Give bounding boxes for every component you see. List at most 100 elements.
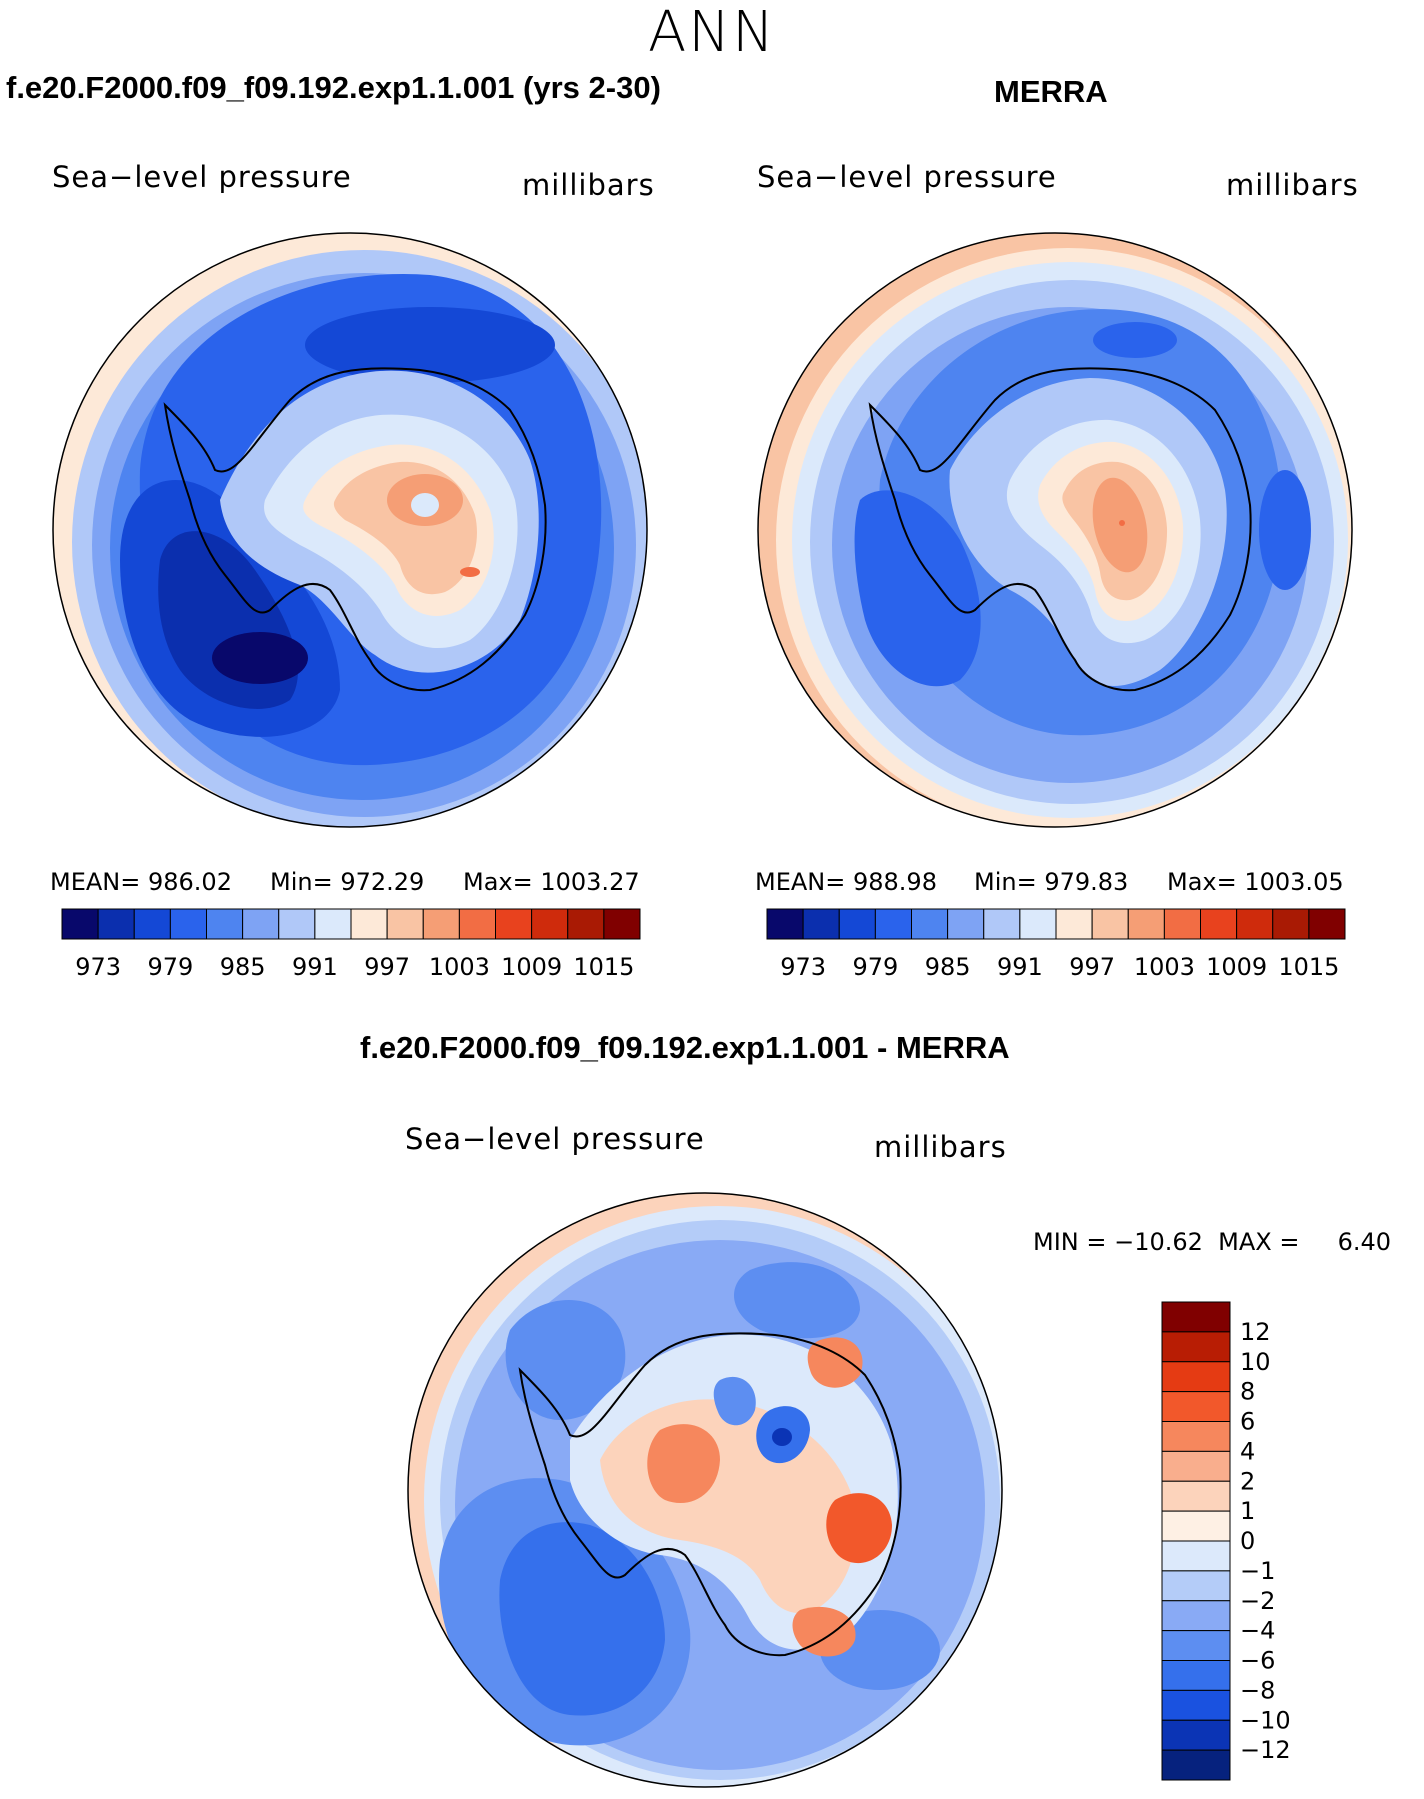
panel1-mean: MEAN= 986.02	[50, 868, 232, 896]
colorbar-diff-tick-label: −4	[1240, 1617, 1275, 1645]
panel1-min: Min= 972.29	[270, 868, 425, 896]
colorbar-2-swatch	[1091, 908, 1129, 940]
panel2-units: millibars	[1226, 168, 1359, 202]
p2-map-border	[757, 232, 1353, 828]
colorbar-1-tick-label: 1003	[429, 953, 490, 981]
p3-contour-m8	[499, 1522, 665, 1716]
main-title: ANN	[647, 0, 777, 65]
colorbar-diff-swatch	[1161, 1391, 1231, 1422]
colorbar-2-swatch	[1163, 908, 1201, 940]
colorbar-1-swatch	[422, 908, 460, 940]
colorbar-diff-tick-label: −10	[1240, 1706, 1291, 1734]
colorbar-1-swatch	[169, 908, 207, 940]
panel1-case-label: f.e20.F2000.f09_f09.192.exp1.1.001 (yrs …	[6, 70, 661, 105]
p2-coastline	[868, 367, 1252, 692]
colorbar-2-tick-label: 997	[1069, 953, 1115, 981]
colorbar-2-tick-label: 991	[997, 953, 1043, 981]
colorbar-2-swatch	[802, 908, 840, 940]
colorbar-1-tick-label: 997	[364, 953, 410, 981]
colorbar-2-tick-label: 1003	[1134, 953, 1195, 981]
colorbar-1-swatch	[350, 908, 388, 940]
colorbar-2-tick-label: 985	[925, 953, 971, 981]
p3-interior-m12	[772, 1428, 792, 1446]
colorbar-diff-swatch	[1161, 1361, 1231, 1393]
colorbar-2-swatch	[1236, 908, 1274, 940]
colorbar-2-swatch	[1019, 908, 1057, 940]
panel3-case-label: f.e20.F2000.f09_f09.192.exp1.1.001 - MER…	[360, 1030, 1010, 1065]
colorbar-1-swatch	[458, 908, 496, 940]
p3-interior-p6-east	[826, 1493, 892, 1564]
colorbar-diff-tick-label: −12	[1240, 1736, 1291, 1764]
p2-contour-982-west	[854, 490, 981, 687]
colorbar-2-swatch	[1127, 908, 1165, 940]
panel1-variable: Sea−level pressure	[52, 160, 352, 194]
colorbar-diff-tick-label: 12	[1240, 1318, 1271, 1346]
colorbar-1-tick-label: 1015	[573, 953, 634, 981]
p1-interior-pocket	[411, 493, 439, 517]
p1-map-border	[52, 232, 648, 828]
colorbar-diff-swatch	[1161, 1630, 1231, 1661]
panel2-max: Max= 1003.05	[1167, 868, 1344, 896]
colorbar-2-tick-label: 973	[780, 953, 826, 981]
colorbar-1-swatch	[495, 908, 533, 940]
colorbar-diff-tick-label: 0	[1240, 1527, 1255, 1555]
colorbar-1-swatch	[603, 908, 641, 940]
colorbar-diff-swatch	[1161, 1450, 1231, 1482]
colorbar-diff-tick-label: −6	[1240, 1647, 1275, 1675]
colorbar-diff-swatch	[1161, 1480, 1231, 1512]
colorbar-1-swatch	[278, 908, 316, 940]
panel2-mean: MEAN= 988.98	[755, 868, 937, 896]
colorbar-panel-1: 973 979 985 991 997 1003 1009 1015	[61, 908, 641, 981]
p2-contour-982-east	[1259, 470, 1311, 590]
colorbar-2-tick-label: 1015	[1278, 953, 1339, 981]
p3-interior-p4-north	[807, 1337, 863, 1388]
colorbar-1-swatch	[567, 908, 605, 940]
colorbar-diff-tick-label: −2	[1240, 1587, 1275, 1615]
colorbar-diff-tick-label: 1	[1240, 1497, 1255, 1525]
p3-contour-m6-n	[733, 1262, 860, 1339]
colorbar-diff-swatch	[1161, 1570, 1231, 1602]
colorbar-diff-swatch	[1161, 1301, 1231, 1333]
map-panel-2	[757, 232, 1353, 828]
panel1-max: Max= 1003.27	[463, 868, 640, 896]
map-panel-3	[407, 1192, 1003, 1788]
panel2-case-label: MERRA	[994, 74, 1108, 109]
p2-contour-982-north	[1093, 322, 1177, 358]
colorbar-diff-tick-label: 2	[1240, 1467, 1255, 1495]
panel3-variable: Sea−level pressure	[405, 1122, 705, 1156]
colorbar-2-tick-label: 1009	[1206, 953, 1267, 981]
p1-contour-973	[212, 632, 308, 684]
colorbar-2-swatch	[947, 908, 985, 940]
colorbar-diff-tick-label: 6	[1240, 1408, 1255, 1436]
colorbar-1-swatch	[133, 908, 171, 940]
map-panel-1	[52, 232, 648, 828]
colorbar-diff-swatch	[1161, 1510, 1231, 1542]
colorbar-2-swatch	[874, 908, 912, 940]
p3-coastline	[518, 1332, 902, 1657]
colorbar-2-swatch	[838, 908, 876, 940]
p1-contour-979-east	[305, 307, 555, 383]
colorbar-diff-swatch	[1161, 1331, 1231, 1363]
colorbar-diff-swatch	[1161, 1719, 1231, 1751]
p1-coastline	[163, 367, 547, 692]
colorbar-diff-swatch	[1161, 1421, 1231, 1452]
colorbar-2-swatch	[1272, 908, 1310, 940]
colorbar-1-swatch	[386, 908, 424, 940]
colorbar-1-swatch	[206, 908, 244, 940]
colorbar-1-tick-label: 1009	[501, 953, 562, 981]
colorbar-diff-swatch	[1161, 1600, 1231, 1632]
colorbar-1-tick-label: 991	[292, 953, 338, 981]
p3-map-border	[407, 1192, 1003, 1788]
p3-interior-p4-south	[792, 1606, 856, 1657]
colorbar-1-tick-label: 985	[220, 953, 266, 981]
colorbar-2-swatch	[1055, 908, 1093, 940]
colorbar-panel-2: 973 979 985 991 997 1003 1009 1015	[766, 908, 1346, 981]
colorbar-1-swatch	[61, 908, 99, 940]
panel1-units: millibars	[522, 168, 655, 202]
panel2-min: Min= 979.83	[974, 868, 1129, 896]
colorbar-1-swatch	[531, 908, 569, 940]
p1-interior-max	[460, 567, 480, 577]
colorbar-1-tick-label: 973	[75, 953, 121, 981]
panel3-units: millibars	[874, 1130, 1007, 1164]
